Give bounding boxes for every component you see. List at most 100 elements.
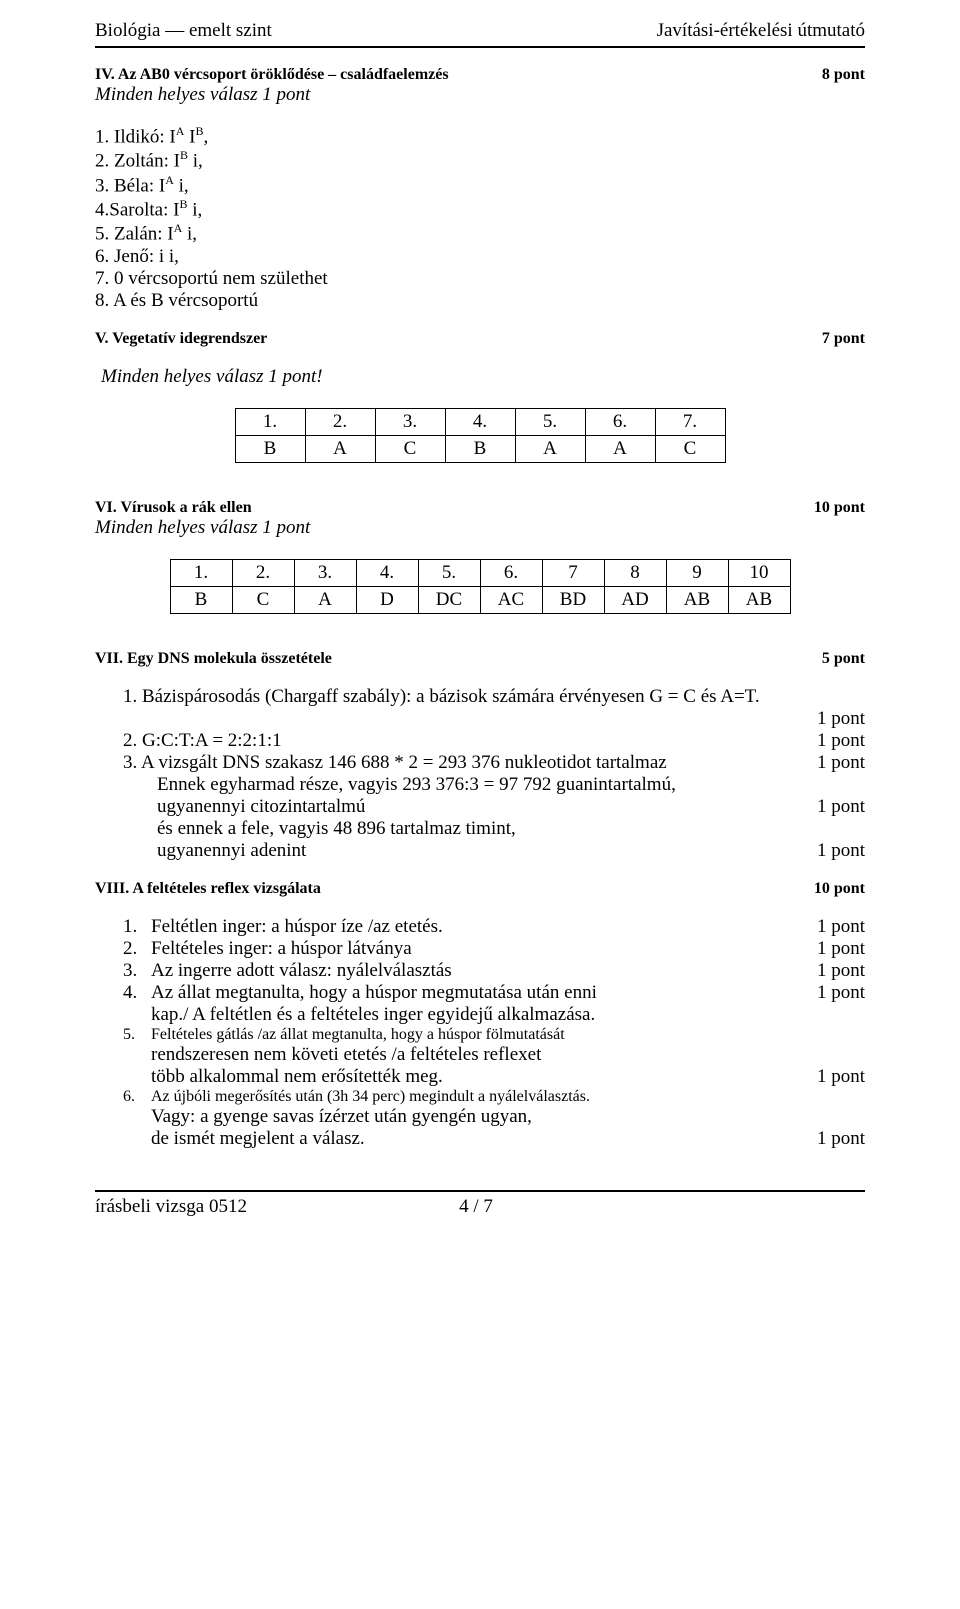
s7-i1: 1. Bázispárosodás (Chargaff szabály): a … [123, 686, 865, 708]
cell: AB [666, 586, 728, 613]
cell: 7. [655, 408, 725, 435]
s7-i3: 3. A vizsgált DNS szakasz 146 688 * 2 = … [123, 752, 667, 774]
s8-i1: Feltétlen inger: a húspor íze /az etetés… [151, 916, 443, 938]
cell: AC [480, 586, 542, 613]
cell: 6. [480, 559, 542, 586]
s8-i2: Feltételes inger: a húspor látványa [151, 938, 412, 960]
s8-i6a: Az újbóli megerősítés után (3h 34 perc) … [151, 1088, 865, 1106]
cell: 9 [666, 559, 728, 586]
cell: 4. [445, 408, 515, 435]
s8-i5n: 5. [123, 1026, 151, 1044]
cell: C [375, 435, 445, 462]
header-left: Biológia — emelt szint [95, 20, 272, 42]
s4-l1: 1. Ildikó: I [95, 126, 176, 147]
s4-l2a: B [180, 148, 188, 162]
s4-l1b: I [184, 126, 195, 147]
s4-item-7: 7. 0 vércsoportú nem születhet [95, 268, 865, 290]
cell: 2. [305, 408, 375, 435]
s7-i2p: 1 pont [797, 730, 865, 752]
s4-l4b: i, [187, 199, 202, 220]
s4-item-2: 2. Zoltán: IB i, [95, 148, 865, 172]
s4-item-6: 6. Jenő: i i, [95, 246, 865, 268]
footer-mid: 4 / 7 [247, 1196, 705, 1218]
s7-i3d: ugyanennyi adenint [157, 840, 306, 862]
cell: B [445, 435, 515, 462]
cell: 5. [515, 408, 585, 435]
section-7: VII. Egy DNS molekula összetétele 5 pont… [95, 650, 865, 862]
s8-i5a: Feltételes gátlás /az állat megtanulta, … [151, 1026, 865, 1044]
section-5: V. Vegetatív idegrendszer 7 pont Minden … [95, 330, 865, 481]
table-row: 1. 2. 3. 4. 5. 6. 7. [235, 408, 725, 435]
cell: BD [542, 586, 604, 613]
s8-i5p: 1 pont [797, 1066, 865, 1088]
header-rule [95, 46, 865, 48]
s4-l5: 5. Zalán: I [95, 224, 174, 245]
section-8: VIII. A feltételes reflex vizsgálata 10 … [95, 880, 865, 1150]
section-8-points: 10 pont [814, 880, 865, 897]
cell: A [585, 435, 655, 462]
cell: B [235, 435, 305, 462]
cell: C [655, 435, 725, 462]
s4-l1c: B [196, 124, 204, 138]
cell: DC [418, 586, 480, 613]
section-7-title: VII. Egy DNS molekula összetétele [95, 650, 332, 667]
table-row: 1. 2. 3. 4. 5. 6. 7 8 9 10 [170, 559, 790, 586]
cell: A [305, 435, 375, 462]
cell: AB [728, 586, 790, 613]
s4-l3b: i, [174, 175, 189, 196]
s4-l5b: i, [182, 224, 197, 245]
page-footer: írásbeli vizsga 0512 4 / 7 [95, 1190, 865, 1218]
section-5-table: 1. 2. 3. 4. 5. 6. 7. B A C B A A C [235, 408, 726, 463]
section-7-points: 5 pont [822, 650, 865, 667]
cell: C [232, 586, 294, 613]
s7-i3p: 1 pont [797, 752, 865, 774]
cell: A [294, 586, 356, 613]
cell: 3. [375, 408, 445, 435]
s4-item-3: 3. Béla: IA i, [95, 173, 865, 197]
s4-item-5: 5. Zalán: IA i, [95, 221, 865, 245]
cell: 3. [294, 559, 356, 586]
s7-i3dp: 1 pont [797, 840, 865, 862]
section-5-title: V. Vegetatív idegrendszer [95, 330, 267, 347]
s8-i3n: 3. [123, 960, 151, 982]
cell: 8 [604, 559, 666, 586]
header-right: Javítási-értékelési útmutató [657, 20, 865, 42]
section-4-title: IV. Az AB0 vércsoport öröklődése – csalá… [95, 66, 449, 83]
section-6-table: 1. 2. 3. 4. 5. 6. 7 8 9 10 B C A D DC [170, 559, 791, 614]
s7-i3bp: 1 pont [797, 796, 865, 818]
s8-i4a: Az állat megtanulta, hogy a húspor megmu… [151, 982, 597, 1004]
cell: AD [604, 586, 666, 613]
s4-l4: 4.Sarolta: I [95, 199, 179, 220]
s8-i6p: 1 pont [797, 1128, 865, 1150]
s8-i6c: de ismét megjelent a válasz. [151, 1128, 365, 1150]
s8-i3: Az ingerre adott válasz: nyálelválasztás [151, 960, 452, 982]
s8-i4p: 1 pont [797, 982, 865, 1004]
s4-l2: 2. Zoltán: I [95, 151, 180, 172]
s8-i2n: 2. [123, 938, 151, 960]
cell: B [170, 586, 232, 613]
section-5-note: Minden helyes válasz 1 pont! [95, 366, 865, 388]
section-4-points: 8 pont [822, 66, 865, 83]
s7-i1p: 1 pont [797, 708, 865, 730]
section-8-title: VIII. A feltételes reflex vizsgálata [95, 880, 321, 897]
s4-l5a: A [174, 221, 183, 235]
s4-item-4: 4.Sarolta: IB i, [95, 197, 865, 221]
s4-item-8: 8. A és B vércsoportú [95, 290, 865, 312]
s8-i6n: 6. [123, 1088, 151, 1106]
s8-i6b: Vagy: a gyenge savas ízérzet után gyengé… [123, 1106, 865, 1128]
cell: 2. [232, 559, 294, 586]
cell: 1. [170, 559, 232, 586]
s8-i5c: több alkalommal nem erősítették meg. [151, 1066, 443, 1088]
section-6-note: Minden helyes válasz 1 pont [95, 517, 865, 539]
section-6-points: 10 pont [814, 499, 865, 516]
cell: 6. [585, 408, 655, 435]
s8-i1p: 1 pont [797, 916, 865, 938]
page-header: Biológia — emelt szint Javítási-értékelé… [95, 20, 865, 42]
s7-i3a: Ennek egyharmad része, vagyis 293 376:3 … [123, 774, 865, 796]
section-6-title: VI. Vírusok a rák ellen [95, 499, 252, 516]
cell: A [515, 435, 585, 462]
s4-item-1: 1. Ildikó: IA IB, [95, 124, 865, 148]
cell: 4. [356, 559, 418, 586]
s4-l3a: A [165, 173, 174, 187]
s7-i3c: és ennek a fele, vagyis 48 896 tartalmaz… [123, 818, 865, 840]
